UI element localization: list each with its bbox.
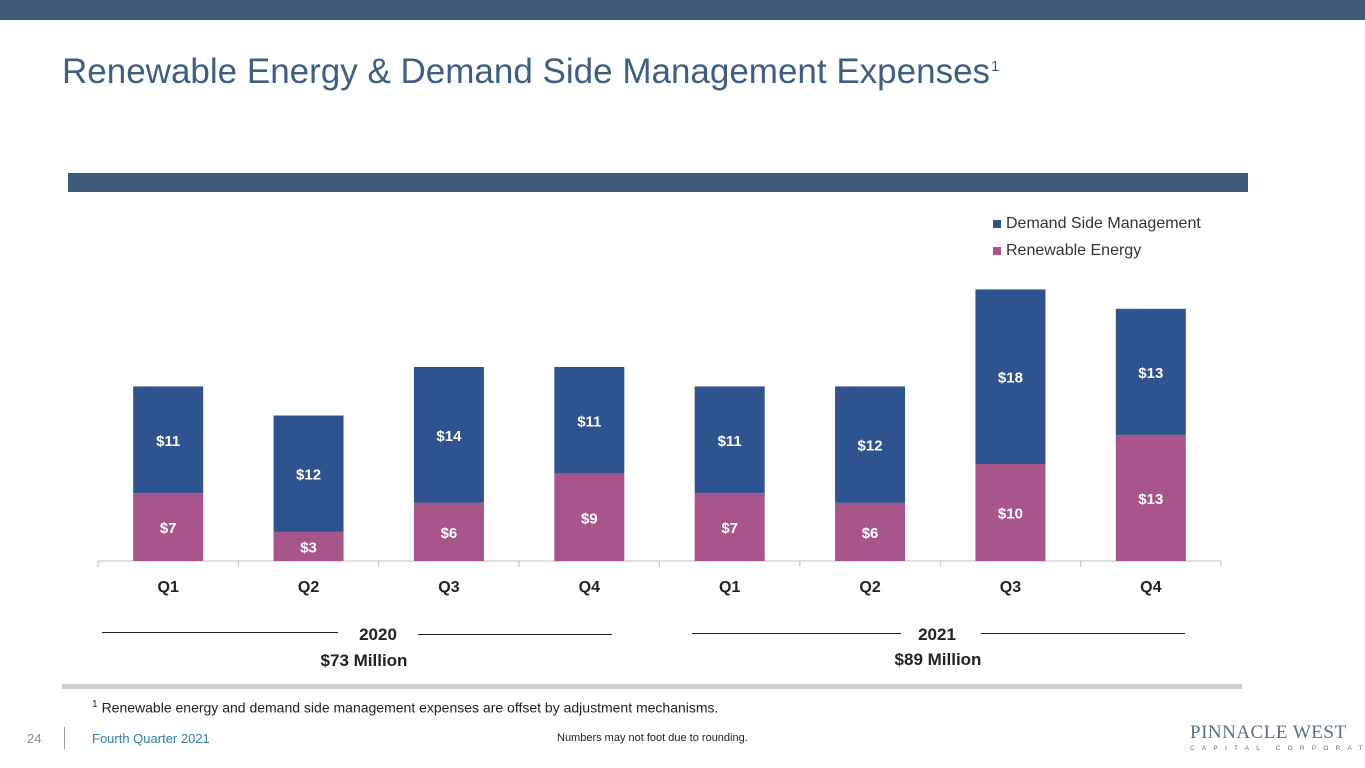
bar-demand-side xyxy=(273,415,344,532)
year-2020-label: 2020 xyxy=(359,625,397,644)
data-label-renewable: $7 xyxy=(160,520,177,537)
bar-renewable xyxy=(554,473,625,561)
bar-demand-side xyxy=(133,386,204,494)
title-footnote-marker: 1 xyxy=(991,58,1000,75)
bar-demand-side xyxy=(554,367,625,474)
data-label-renewable: $13 xyxy=(1138,491,1163,508)
footer-divider-band xyxy=(62,684,1242,689)
x-tick-label: Q4 xyxy=(1140,579,1161,596)
bar-demand-side xyxy=(975,289,1046,464)
year-2020-line-left xyxy=(102,632,338,633)
legend-label-renewable: Renewable Energy xyxy=(1006,241,1142,259)
logo-sub-text: CAPITAL CORPORATION xyxy=(1190,745,1365,752)
legend-swatch-demand-side xyxy=(993,219,1001,228)
x-tick-label: Q1 xyxy=(158,579,179,596)
year-2020-total: $73 Million xyxy=(320,651,408,670)
year-2021-label: 2021 xyxy=(918,625,956,644)
x-tick-label: Q1 xyxy=(719,579,740,596)
year-2021-line-left xyxy=(692,633,901,634)
bar-demand-side xyxy=(413,367,484,503)
data-label-demand-side: $14 xyxy=(436,428,462,445)
legend-swatch-renewable xyxy=(993,246,1001,255)
footer-label: Fourth Quarter 2021 xyxy=(92,731,210,746)
year-2020-line-right xyxy=(418,634,612,635)
year-2021-line-right xyxy=(981,633,1185,634)
bar-renewable xyxy=(835,502,906,561)
rounding-note: Numbers may not foot due to rounding. xyxy=(557,732,748,744)
data-label-renewable: $7 xyxy=(721,520,738,537)
data-label-renewable: $10 xyxy=(998,506,1023,523)
data-label-demand-side: $18 xyxy=(998,370,1023,387)
legend-label-demand-side: Demand Side Management xyxy=(1006,214,1201,232)
legend-item-renewable: Renewable Energy xyxy=(993,237,1201,264)
x-tick-label: Q2 xyxy=(859,579,880,596)
data-label-demand-side: $12 xyxy=(858,438,883,455)
top-accent-bar xyxy=(0,0,1365,20)
logo-main-text: PINNACLE WEST xyxy=(1190,722,1347,743)
bar-renewable xyxy=(975,464,1046,561)
bar-renewable xyxy=(273,531,344,561)
chart-header-band xyxy=(68,173,1248,192)
x-tick-label: Q3 xyxy=(438,579,459,596)
bar-demand-side xyxy=(835,386,906,503)
page-title: Renewable Energy & Demand Side Managemen… xyxy=(62,52,999,92)
data-label-demand-side: $12 xyxy=(296,467,321,484)
data-label-demand-side: $11 xyxy=(718,433,742,450)
page-number: 24 xyxy=(27,731,42,746)
footnote-marker: 1 xyxy=(92,699,98,710)
data-label-renewable: $3 xyxy=(300,539,317,556)
x-tick-label: Q4 xyxy=(579,579,600,596)
bar-renewable xyxy=(133,493,204,561)
data-label-demand-side: $11 xyxy=(577,413,601,430)
legend-item-demand-side: Demand Side Management xyxy=(993,210,1201,237)
data-label-demand-side: $11 xyxy=(156,433,180,450)
chart-legend: Demand Side Management Renewable Energy xyxy=(993,210,1201,264)
x-tick-label: Q3 xyxy=(1000,579,1021,596)
year-2021-total: $89 Million xyxy=(894,650,982,669)
bar-demand-side xyxy=(1115,308,1186,435)
footnote-text: Renewable energy and demand side managem… xyxy=(101,699,719,716)
data-label-renewable: $6 xyxy=(441,525,458,542)
footnote: 1 Renewable energy and demand side manage… xyxy=(92,699,718,716)
page-title-text: Renewable Energy & Demand Side Managemen… xyxy=(62,52,991,91)
data-label-renewable: $6 xyxy=(862,525,879,542)
x-tick-label: Q2 xyxy=(298,579,319,596)
bar-renewable xyxy=(413,502,484,561)
data-label-renewable: $9 xyxy=(581,510,598,527)
footer-separator xyxy=(64,727,65,749)
bar-demand-side xyxy=(694,386,765,494)
bar-renewable xyxy=(1115,434,1186,561)
bar-renewable xyxy=(694,493,765,561)
company-logo: PINNACLE WEST CAPITAL CORPORATION xyxy=(1190,722,1365,752)
data-label-demand-side: $13 xyxy=(1138,365,1163,382)
